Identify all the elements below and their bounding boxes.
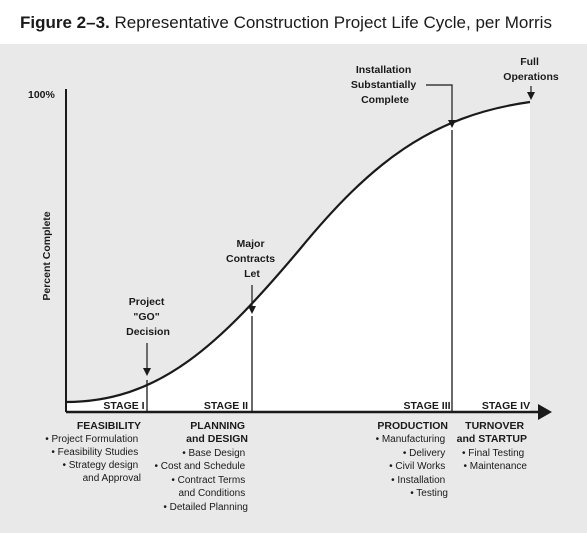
go-decision-line-3: Decision bbox=[126, 326, 170, 338]
installation-annotation: Installation Substantially Complete bbox=[351, 64, 456, 128]
diagram-panel: 100% Percent Complete Project "GO" Decis… bbox=[0, 44, 587, 533]
stage-1-description: FEASIBILITY • Project Formulation • Feas… bbox=[45, 420, 141, 484]
stage-4-label: STAGE IV bbox=[482, 400, 530, 412]
stage-4-heading: and STARTUP bbox=[457, 433, 527, 445]
go-decision-line-2: "GO" bbox=[133, 311, 159, 323]
stage-3-item: • Testing bbox=[410, 488, 448, 499]
curve-fill-area bbox=[66, 102, 530, 412]
figure-title: Figure 2–3. Representative Construction … bbox=[20, 13, 552, 33]
stage-2-item: and Conditions bbox=[179, 488, 246, 499]
major-contracts-line-3: Let bbox=[244, 268, 260, 280]
svg-text:PLANNING and DESIGN: PLANNING and DESIGN bbox=[186, 420, 248, 445]
svg-text:TURNOVER and STARTUP: TURNOVER and STARTUP bbox=[457, 420, 527, 445]
stage-4-heading: TURNOVER bbox=[465, 420, 524, 432]
svg-text:Installation Substantial: Installation Substantially Complete bbox=[351, 64, 419, 106]
stage-3-item: • Civil Works bbox=[389, 461, 445, 472]
go-decision-line-1: Project bbox=[129, 296, 165, 308]
stage-3-item: • Manufacturing bbox=[376, 434, 446, 445]
stage-1-item: • Strategy design bbox=[62, 460, 138, 471]
x-axis-arrowhead bbox=[538, 404, 552, 420]
stage-1-item: • Project Formulation bbox=[45, 434, 138, 445]
stage-2-label: STAGE II bbox=[204, 400, 248, 412]
svg-text:Full Operations: Full Operations bbox=[503, 56, 559, 83]
svg-text:Project "GO" Decis: Project "GO" Decision bbox=[126, 296, 170, 338]
stage-3-heading: PRODUCTION bbox=[377, 420, 448, 432]
svg-text:Major Contracts Le: Major Contracts Let bbox=[226, 238, 278, 280]
installation-line-3: Complete bbox=[361, 94, 409, 106]
stage-2-item: • Contract Terms bbox=[171, 475, 245, 486]
stage-2-heading: and DESIGN bbox=[186, 433, 248, 445]
svg-text:• Final Testing • Mainte: • Final Testing • Maintenance bbox=[462, 448, 527, 472]
major-contracts-annotation: Major Contracts Let bbox=[226, 238, 278, 314]
installation-line-2: Substantially bbox=[351, 79, 417, 91]
full-operations-line-2: Operations bbox=[503, 71, 559, 83]
stage-1-item: and Approval bbox=[83, 473, 141, 484]
svg-text:• Project Formulation •: • Project Formulation • Feasibility Stud… bbox=[45, 434, 141, 484]
stage-1-label: STAGE I bbox=[103, 400, 144, 412]
svg-text:• Base Design • Cost and: • Base Design • Cost and Schedule • Cont… bbox=[154, 448, 248, 513]
stage-4-item: • Final Testing bbox=[462, 448, 524, 459]
s-curve bbox=[65, 100, 531, 404]
stage-4-item: • Maintenance bbox=[463, 461, 527, 472]
installation-line-1: Installation bbox=[356, 64, 411, 76]
y-axis-top-tick: 100% bbox=[28, 89, 56, 101]
go-decision-annotation: Project "GO" Decision bbox=[126, 296, 170, 376]
stage-2-heading: PLANNING bbox=[190, 420, 245, 432]
svg-text:FEASIBILITY: FEASIBILITY bbox=[77, 420, 141, 432]
stage-2-item: • Cost and Schedule bbox=[154, 461, 245, 472]
major-contracts-line-1: Major bbox=[237, 238, 265, 250]
stage-3-label: STAGE III bbox=[403, 400, 450, 412]
stage-1-heading: FEASIBILITY bbox=[77, 420, 141, 432]
full-operations-line-1: Full bbox=[520, 56, 539, 68]
stage-2-item: • Base Design bbox=[182, 448, 245, 459]
stage-3-item: • Delivery bbox=[403, 448, 445, 459]
y-axis-label: Percent Complete bbox=[41, 211, 53, 300]
major-contracts-line-2: Contracts bbox=[226, 253, 275, 265]
figure-title-text: Representative Construction Project Life… bbox=[114, 13, 552, 32]
stage-1-item: • Feasibility Studies bbox=[51, 447, 138, 458]
life-cycle-diagram: 100% Percent Complete Project "GO" Decis… bbox=[28, 56, 559, 513]
svg-text:• Manufacturing • Delive: • Manufacturing • Delivery • Civil Works… bbox=[376, 434, 448, 499]
stage-2-description: PLANNING and DESIGN • Base Design • Cost… bbox=[154, 420, 248, 513]
full-operations-annotation: Full Operations bbox=[503, 56, 559, 100]
figure-number: Figure 2–3. bbox=[20, 13, 110, 32]
stage-4-description: TURNOVER and STARTUP • Final Testing • M… bbox=[457, 420, 528, 472]
stage-3-description: PRODUCTION • Manufacturing • Delivery • … bbox=[376, 420, 448, 499]
stage-2-item: • Detailed Planning bbox=[163, 502, 248, 513]
svg-text:PRODUCTION: PRODUCTION bbox=[377, 420, 448, 432]
stage-3-item: • Installation bbox=[391, 475, 445, 486]
